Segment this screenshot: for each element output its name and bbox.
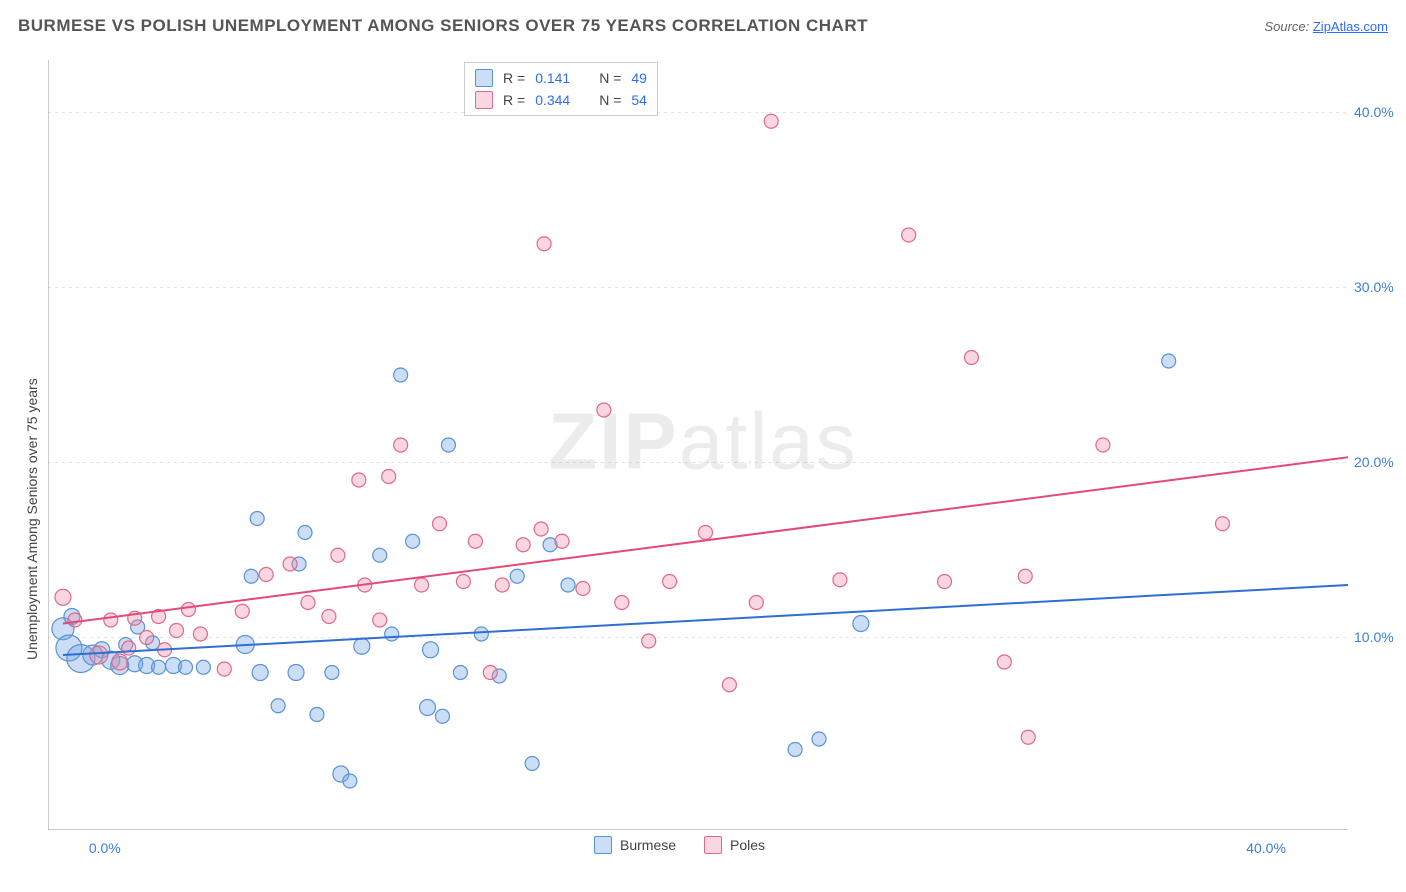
legend-swatch <box>475 69 493 87</box>
series-legend: Burmese Poles <box>594 836 765 854</box>
correlation-row: R = 0.344 N = 54 <box>475 89 647 111</box>
chart-title: BURMESE VS POLISH UNEMPLOYMENT AMONG SEN… <box>18 16 868 36</box>
correlation-legend: R = 0.141 N = 49 R = 0.344 N = 54 <box>464 62 658 116</box>
y-tick-label: 20.0% <box>1354 454 1394 470</box>
y-tick-label: 30.0% <box>1354 279 1394 295</box>
y-tick-label: 40.0% <box>1354 104 1394 120</box>
source-link[interactable]: ZipAtlas.com <box>1313 19 1388 34</box>
legend-swatch <box>704 836 722 854</box>
x-tick-label: 40.0% <box>1246 840 1286 856</box>
legend-item: Poles <box>704 836 765 854</box>
legend-swatch <box>475 91 493 109</box>
scatter-chart <box>48 60 1348 830</box>
n-label: N = <box>599 89 621 111</box>
n-value: 49 <box>631 67 647 89</box>
legend-label: Poles <box>730 837 765 853</box>
r-label: R = <box>503 89 525 111</box>
legend-label: Burmese <box>620 837 676 853</box>
r-value: 0.141 <box>535 67 583 89</box>
y-axis-label: Unemployment Among Seniors over 75 years <box>24 378 40 660</box>
source-prefix: Source: <box>1264 19 1312 34</box>
r-value: 0.344 <box>535 89 583 111</box>
source-label: Source: ZipAtlas.com <box>1264 19 1388 34</box>
correlation-row: R = 0.141 N = 49 <box>475 67 647 89</box>
r-label: R = <box>503 67 525 89</box>
x-tick-label: 0.0% <box>89 840 121 856</box>
legend-swatch <box>594 836 612 854</box>
n-label: N = <box>599 67 621 89</box>
legend-item: Burmese <box>594 836 676 854</box>
y-tick-label: 10.0% <box>1354 629 1394 645</box>
n-value: 54 <box>631 89 647 111</box>
